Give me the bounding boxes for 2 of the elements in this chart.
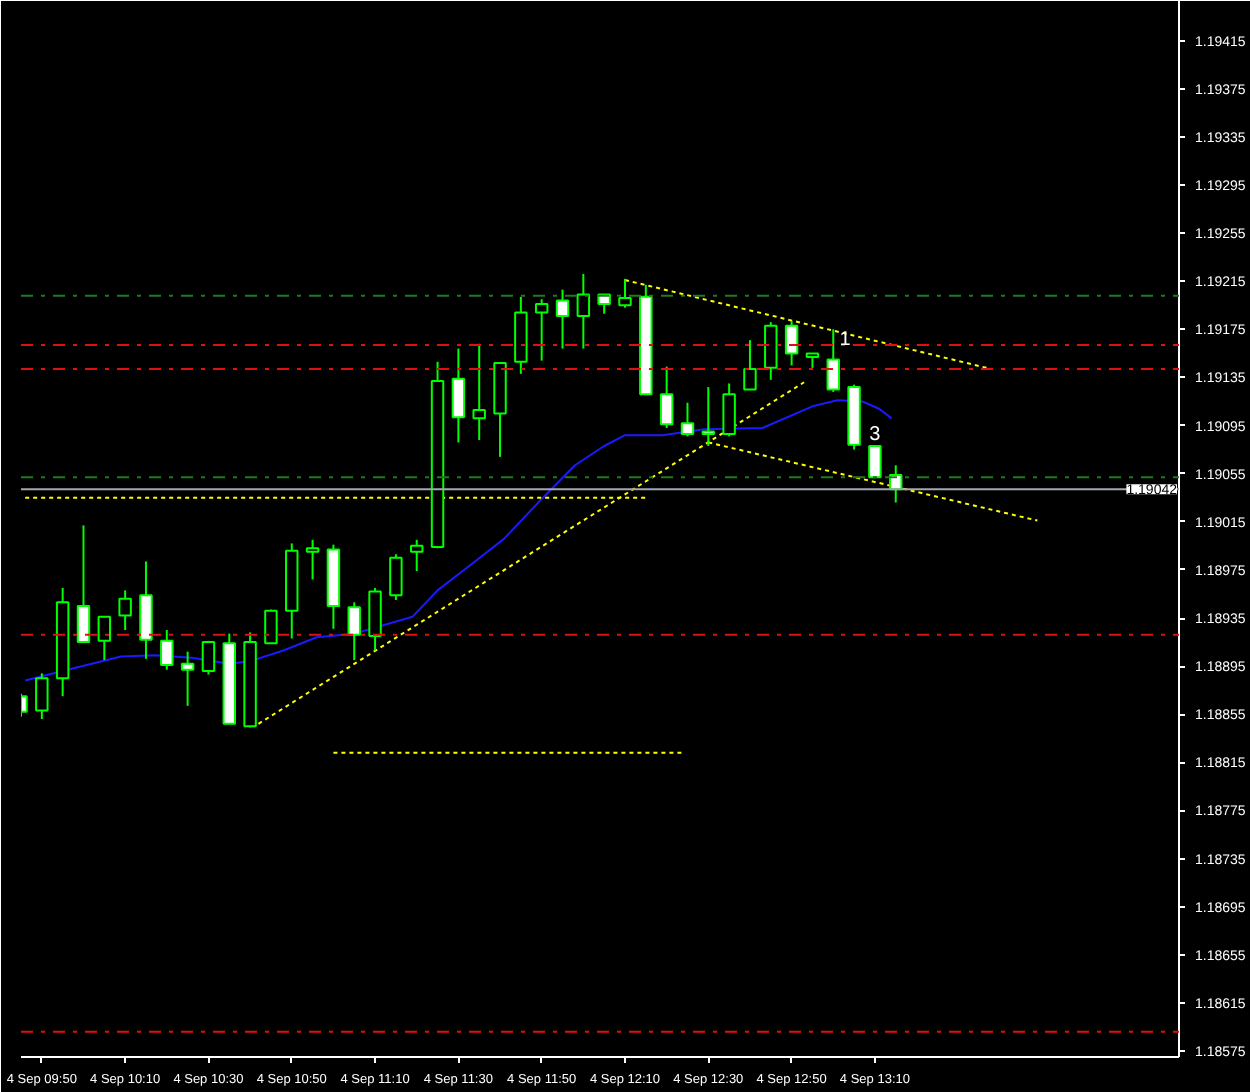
annotation: 1 xyxy=(839,329,852,352)
annotation: 3 xyxy=(869,424,882,447)
